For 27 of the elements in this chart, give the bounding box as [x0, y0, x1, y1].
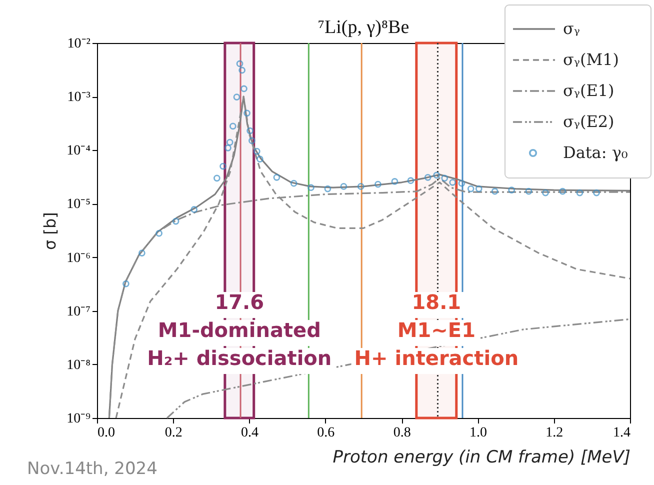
x-tick-label: 0.2: [164, 426, 182, 440]
x-tick-label: 1.2: [546, 426, 564, 440]
y-axis-title: σ [b]: [40, 212, 60, 250]
y-tick-label: 10⁻²: [67, 36, 90, 52]
y-tick-label: 10⁻⁹: [66, 412, 91, 426]
x-tick-label: 0.6: [317, 426, 335, 440]
x-axis-title: Proton energy (in CM frame) [MeV]: [332, 448, 630, 468]
y-tick-label: 10⁻⁸: [66, 358, 91, 373]
legend-label: σᵧ(E1): [563, 81, 614, 100]
x-tick-label: 0.0: [98, 426, 115, 440]
annotation: 17.6 M1-dominated H₂+ dissociation: [147, 290, 332, 370]
y-tick-label: 10⁻⁴: [66, 144, 91, 159]
legend-label: σᵧ: [563, 19, 580, 38]
y-tick-label: 10⁻⁶: [66, 250, 91, 266]
annotation: 18.1 M1~E1 H+ interaction: [354, 290, 519, 370]
chart-title: ⁷Li(p, γ)⁸Be: [318, 17, 410, 38]
text: Nov.14th, 2024: [27, 459, 158, 479]
x-tick-label: 1.4: [613, 426, 630, 440]
x-tick-label: 1.0: [469, 426, 487, 440]
x-tick-label: 0.8: [393, 426, 411, 440]
x-tick-label: 0.4: [241, 426, 259, 440]
legend-label: σᵧ(M1): [563, 50, 619, 69]
y-tick-label: 10⁻³: [67, 90, 90, 106]
legend-label: σᵧ(E2): [563, 112, 614, 131]
y-tick-label: 10⁻⁵: [66, 197, 91, 212]
legend-label: Data: γ₀: [563, 143, 628, 162]
y-tick-label: 10⁻⁷: [66, 304, 91, 320]
